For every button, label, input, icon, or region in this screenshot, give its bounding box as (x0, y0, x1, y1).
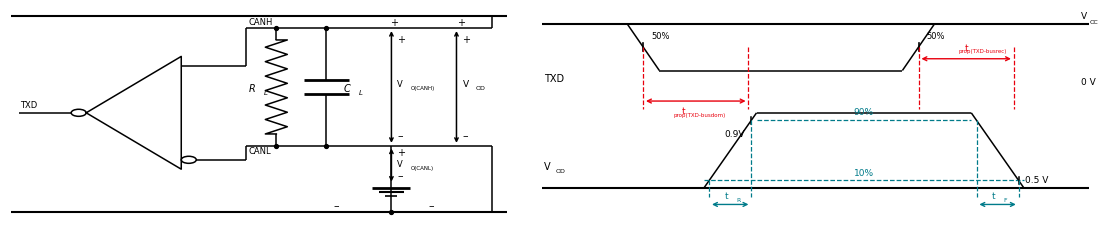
Text: C: C (344, 84, 350, 94)
Text: prop(TXD-busrec): prop(TXD-busrec) (959, 49, 1006, 54)
Text: –: – (428, 201, 435, 211)
Text: CC: CC (1090, 20, 1099, 25)
Text: –: – (397, 171, 403, 181)
Text: t: t (682, 107, 685, 116)
Text: +: + (390, 19, 398, 28)
Text: t: t (992, 192, 995, 201)
Text: +: + (457, 19, 466, 28)
Text: 0 V: 0 V (1081, 78, 1095, 87)
Text: 0.9V: 0.9V (725, 130, 745, 139)
Text: OD: OD (476, 86, 485, 91)
Text: TXD: TXD (20, 101, 38, 110)
Text: –: – (463, 131, 468, 141)
Text: V: V (397, 160, 404, 169)
Text: –: – (397, 131, 403, 141)
Text: t: t (964, 44, 969, 53)
Text: t: t (724, 192, 728, 201)
Text: O(CANH): O(CANH) (410, 86, 435, 91)
Text: CANL: CANL (249, 147, 271, 156)
Text: L: L (264, 90, 268, 96)
Text: CANH: CANH (249, 18, 274, 27)
Text: 50%: 50% (652, 32, 669, 41)
Text: 0.5 V: 0.5 V (1025, 176, 1049, 185)
Text: OD: OD (556, 168, 566, 174)
Text: –: – (334, 201, 339, 211)
Text: V: V (544, 162, 550, 172)
Text: R: R (736, 198, 741, 203)
Text: 10%: 10% (854, 169, 874, 178)
Text: V: V (397, 80, 404, 89)
Text: +: + (463, 35, 470, 45)
Text: +: + (397, 148, 406, 158)
Text: R: R (249, 84, 256, 94)
Text: TXD: TXD (544, 74, 564, 84)
Text: V: V (1081, 12, 1086, 21)
Text: F: F (1004, 198, 1007, 203)
Text: 90%: 90% (854, 109, 874, 118)
Text: O(CANL): O(CANL) (410, 165, 434, 171)
Text: prop(TXD-busdom): prop(TXD-busdom) (674, 113, 726, 118)
Text: L: L (359, 90, 363, 96)
Text: V: V (463, 80, 468, 89)
Text: +: + (397, 35, 406, 45)
Text: 50%: 50% (926, 32, 945, 41)
